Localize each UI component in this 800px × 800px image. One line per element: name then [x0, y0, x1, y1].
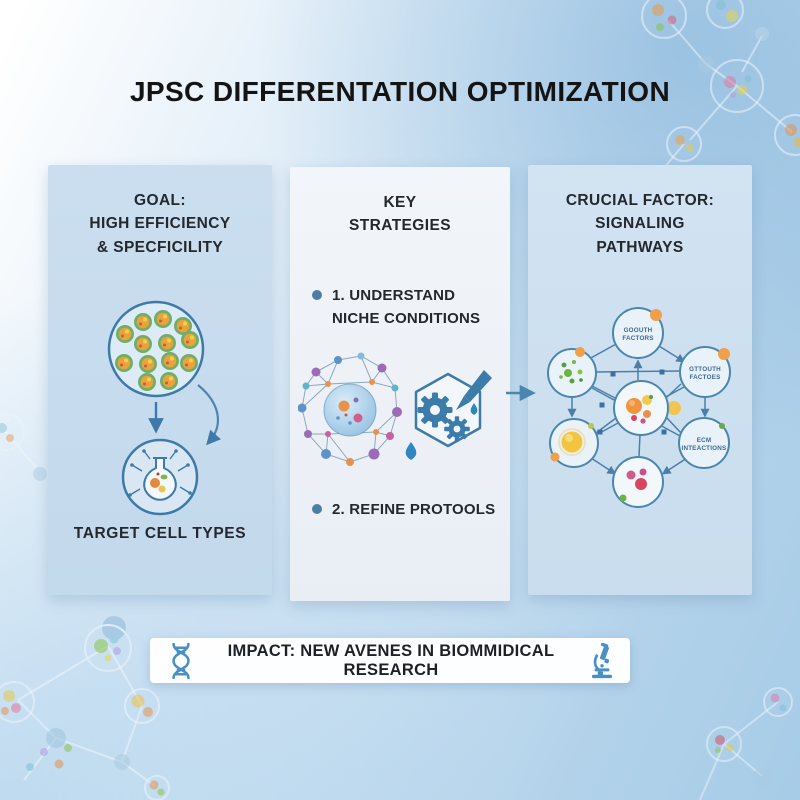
- growth-factors-top-label-line1: GOOUTH: [624, 327, 653, 334]
- curved-arrow-icon: [197, 383, 221, 445]
- yellow-signal-node: [667, 401, 681, 415]
- bullet-dot-icon: [312, 504, 322, 514]
- strategy-item-2: 2. REFINE PROTOOLS: [312, 498, 510, 521]
- droplet-icon: [405, 442, 417, 460]
- cell-protrusion-dots: [128, 448, 192, 497]
- protocol-hexagon: [405, 370, 492, 460]
- page-title: JPSC DIFFERENTATION OPTIMIZATION: [129, 76, 671, 107]
- arrow-right-icon: [506, 384, 536, 402]
- strategies-panel: KEY STRATEGIES 1. UNDERSTAND NICHE CONDI…: [290, 167, 510, 601]
- ecm-label-line2: INTEACTIONS: [682, 445, 727, 452]
- strategy-item-1-label: 1. UNDERSTAND NICHE CONDITIONS: [332, 286, 481, 327]
- strategy-item-2-label: 2. REFINE PROTOOLS: [332, 501, 496, 518]
- goal-panel: GOAL: HIGH EFFICIENCY & SPECFICILITY: [48, 165, 272, 595]
- gear-small-icon: [444, 416, 470, 442]
- pipette-icon: [456, 370, 492, 415]
- cell-body: [323, 383, 377, 437]
- impact-banner: IMPACT: NEW AVENES IN BIOMMIDICAL RESEAR…: [150, 638, 630, 683]
- strategy-item-1: 1. UNDERSTAND NICHE CONDITIONS: [312, 284, 510, 331]
- factor-panel: GOOUTH FACTORS GTTOUTH FACTOES ECM INTEA…: [528, 165, 752, 595]
- molecule-lines-bottom-left: [17, 645, 156, 787]
- goal-panel-caption: TARGET CELL TYPES: [73, 524, 247, 542]
- stem-cell-colony-circle: [107, 300, 205, 397]
- molecule-lines-bottom-right: [699, 701, 779, 800]
- molecular-web-nodes: [298, 352, 402, 466]
- growth-factors-right-label-line1: GTTOUTH: [689, 366, 721, 373]
- cell-network-and-gears-illustration: [298, 352, 492, 466]
- gear-large-icon: [417, 392, 453, 428]
- bullet-dot-icon: [312, 289, 322, 300]
- factor-panel-heading: CRUCIAL FACTOR: SIGNALING PATHWAYS: [565, 192, 715, 256]
- network-node-labels: GOOUTH FACTORS GTTOUTH FACTOES ECM INTEA…: [622, 327, 726, 452]
- growth-factors-top-label-line2: FACTORS: [622, 335, 653, 342]
- cell-protrusion-spikes: [129, 450, 191, 496]
- signaling-pathway-network: GOOUTH FACTORS GTTOUTH FACTOES ECM INTEA…: [547, 307, 731, 508]
- target-cell-flask-circle: [121, 438, 199, 515]
- microscope-icon: [588, 642, 616, 679]
- dna-icon: [168, 642, 194, 679]
- molecule-nodes-bottom-right: [706, 687, 793, 786]
- molecule-nodes-bottom-left: [0, 616, 170, 800]
- goal-panel-heading: GOAL: HIGH EFFICIENCY & SPECFICILITY: [89, 192, 231, 256]
- impact-banner-label: IMPACT: NEW AVENES IN BIOMMIDICAL RESEAR…: [227, 641, 555, 679]
- ecm-label-line1: ECM: [697, 437, 712, 444]
- molecule-nodes-left-edge: [0, 413, 47, 481]
- strategies-panel-heading: KEY STRATEGIES: [349, 194, 451, 235]
- stem-cells-to-flask-illustration: [107, 300, 221, 515]
- growth-factors-right-label-line2: FACTOES: [689, 374, 720, 381]
- network-node-circles: [547, 307, 731, 508]
